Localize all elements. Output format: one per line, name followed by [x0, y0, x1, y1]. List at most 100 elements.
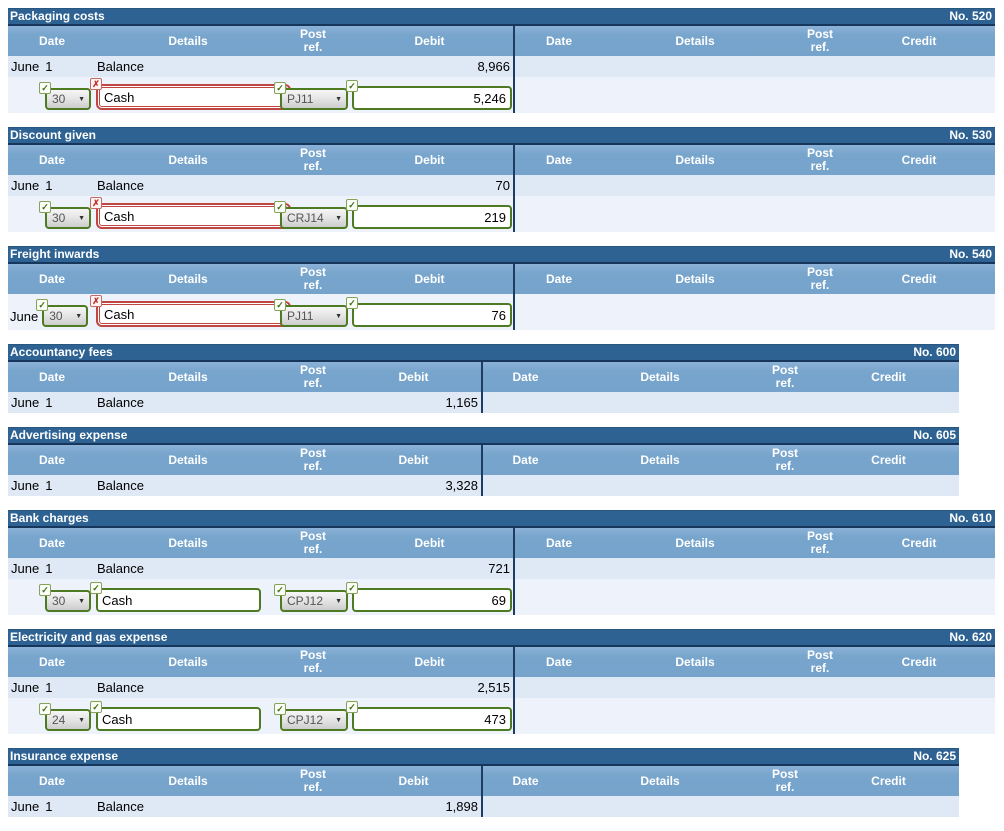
col-header-postref: Post ref. [299, 27, 326, 54]
valid-check-icon: ✓ [90, 701, 102, 713]
balance-debit-amount: 721 [488, 561, 510, 576]
account-title-bar: Packaging costs No. 520 [8, 8, 995, 26]
debit-credit-divider [513, 677, 515, 698]
date-day-dropdown[interactable]: ✓ 30 ▼ [39, 82, 91, 110]
balance-row: June 1 Balance 2,515 [8, 677, 995, 698]
debit-amount-input[interactable] [352, 588, 512, 612]
account-title: Advertising expense [10, 428, 128, 442]
account-title-bar: Accountancy fees No. 600 [8, 344, 959, 362]
details-input[interactable] [99, 304, 288, 324]
col-header-postref: Post ref. [806, 265, 833, 292]
account-title-bar: Discount given No. 530 [8, 127, 995, 145]
balance-row: June 1 Balance 1,165 [8, 392, 959, 413]
postref-dropdown[interactable]: ✓ PJ11 ▼ [274, 299, 348, 327]
col-header-date: Date [545, 271, 572, 286]
debit-amount-input[interactable] [352, 86, 512, 110]
balance-debit-amount: 8,966 [477, 59, 510, 74]
postref-dropdown[interactable]: ✓ CRJ14 ▼ [274, 201, 348, 229]
debit-amount-input[interactable] [352, 303, 512, 327]
invalid-input-outline [96, 84, 291, 110]
date-day-dropdown[interactable]: ✓ 24 ▼ [39, 703, 91, 731]
empty-cell [853, 196, 985, 232]
col-header-date: Date [38, 271, 65, 286]
debit-credit-divider [481, 362, 483, 392]
date-day-dropdown[interactable]: ✓ 30 ▼ [39, 201, 91, 229]
postref-dropdown[interactable]: ✓ CPJ12 ▼ [274, 584, 348, 612]
debit-amount-widget: ✓ [346, 199, 512, 229]
postref-dropdown[interactable]: ✓ PJ11 ▼ [274, 82, 348, 110]
balance-details: Balance [97, 799, 144, 814]
balance-debit-amount: 1,898 [445, 799, 478, 814]
col-header-details: Details [640, 452, 680, 467]
date-day-dropdown[interactable]: ✓ 30 ▼ [36, 299, 89, 327]
col-header-details: Details [675, 33, 715, 48]
col-header-postref: Post ref. [771, 767, 798, 794]
col-header-debit: Debit [398, 773, 429, 788]
details-input-widget: ✗ [90, 78, 291, 110]
empty-cell [515, 77, 603, 113]
debit-credit-divider [513, 528, 515, 558]
col-header-details: Details [168, 33, 208, 48]
balance-details: Balance [97, 178, 144, 193]
col-header-date: Date [545, 33, 572, 48]
details-input[interactable] [99, 87, 288, 107]
column-header-row: Date Details Post ref. Debit Date Details… [8, 445, 959, 475]
account-number: No. 540 [949, 247, 992, 261]
col-header-postref: Post ref. [299, 446, 326, 473]
valid-check-icon: ✓ [346, 701, 358, 713]
balance-details: Balance [97, 478, 144, 493]
account-title: Discount given [10, 128, 97, 142]
dropdown-arrow-icon: ▼ [75, 312, 83, 320]
empty-cell [853, 579, 985, 615]
empty-cell [853, 294, 985, 330]
valid-check-icon: ✓ [346, 80, 358, 92]
account-number: No. 600 [913, 345, 956, 359]
ledger-account-packaging-costs: Packaging costs No. 520 Date Details Pos… [8, 8, 995, 113]
col-header-details: Details [640, 369, 680, 384]
details-input[interactable] [99, 206, 288, 226]
valid-check-icon: ✓ [39, 703, 51, 715]
account-title-bar: Freight inwards No. 540 [8, 246, 995, 264]
valid-check-icon: ✓ [39, 82, 51, 94]
balance-details: Balance [97, 680, 144, 695]
balance-date: June 1 [11, 178, 53, 193]
postref-dropdown[interactable]: ✓ CPJ12 ▼ [274, 703, 348, 731]
empty-cell [603, 698, 787, 734]
valid-check-icon: ✓ [346, 199, 358, 211]
balance-row: June 1 Balance 8,966 [8, 56, 995, 77]
details-input[interactable] [96, 707, 261, 731]
col-header-details: Details [675, 654, 715, 669]
col-header-debit: Debit [414, 535, 445, 550]
details-input-widget: ✗ [90, 197, 291, 229]
empty-cell [515, 579, 603, 615]
col-header-details: Details [675, 271, 715, 286]
debit-credit-divider [513, 26, 515, 56]
account-title-bar: Advertising expense No. 605 [8, 427, 959, 445]
col-header-details: Details [168, 654, 208, 669]
col-header-postref: Post ref. [771, 363, 798, 390]
col-header-postref: Post ref. [299, 767, 326, 794]
column-header-row: Date Details Post ref. Debit Date Details… [8, 26, 995, 56]
empty-cell [787, 77, 853, 113]
col-header-details: Details [675, 152, 715, 167]
invalid-x-icon: ✗ [90, 78, 102, 90]
empty-cell [853, 698, 985, 734]
account-title-bar: Insurance expense No. 625 [8, 748, 959, 766]
valid-check-icon: ✓ [39, 201, 51, 213]
details-input[interactable] [96, 588, 261, 612]
debit-credit-divider [513, 77, 515, 113]
empty-cell [515, 196, 603, 232]
date-day-dropdown[interactable]: ✓ 30 ▼ [39, 584, 91, 612]
debit-amount-input[interactable] [352, 205, 512, 229]
col-header-postref: Post ref. [806, 648, 833, 675]
col-header-details: Details [168, 152, 208, 167]
empty-cell [603, 579, 787, 615]
entry-row: ✓ 30▼ ✗ ✓ PJ11▼ ✓ [8, 77, 995, 113]
debit-amount-widget: ✓ [346, 80, 512, 110]
col-header-credit: Credit [871, 452, 906, 467]
debit-amount-input[interactable] [352, 707, 512, 731]
balance-details: Balance [97, 59, 144, 74]
debit-credit-divider [513, 56, 515, 77]
col-header-details: Details [168, 773, 208, 788]
debit-credit-divider [513, 175, 515, 196]
